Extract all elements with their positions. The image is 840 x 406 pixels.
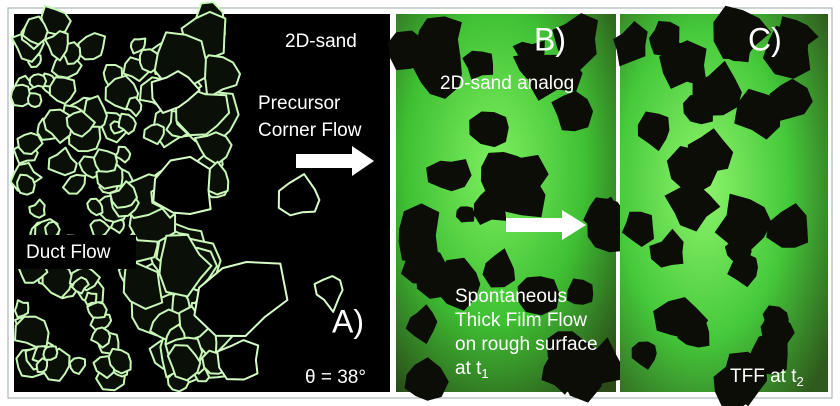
panel-a-title: 2D-sand — [285, 31, 357, 52]
caption: Thick Film Flow — [455, 310, 587, 331]
grain — [85, 293, 96, 305]
annotation: Precursor — [258, 93, 341, 114]
subscript: 2 — [797, 374, 804, 389]
grain — [15, 300, 28, 317]
grain — [30, 74, 46, 87]
caption: Spontaneous — [455, 286, 567, 307]
subscript: 1 — [481, 366, 488, 381]
caption: TFF at t2 — [730, 366, 804, 389]
caption: on rough surface — [455, 334, 598, 355]
angle-label: θ = 38° — [305, 367, 366, 388]
inset-label: Duct Flow — [26, 242, 111, 263]
caption-text: at t — [455, 358, 482, 379]
panel-b-title: 2D-sand analog — [440, 73, 574, 94]
figure: 2D-sand Precursor Corner Flow Duct Flow … — [0, 0, 840, 406]
grain — [94, 149, 117, 172]
grain — [11, 85, 30, 106]
panel-label: C) — [748, 21, 782, 57]
annotation: Corner Flow — [258, 120, 362, 141]
grain — [43, 346, 57, 359]
caption-text: TFF at t — [730, 366, 797, 387]
grain — [15, 317, 49, 347]
grain — [17, 175, 35, 195]
grain — [28, 93, 41, 107]
page: 2D-sand Precursor Corner Flow Duct Flow … — [0, 0, 840, 406]
panel-label: B) — [534, 21, 566, 57]
panel-label: A) — [332, 303, 364, 339]
